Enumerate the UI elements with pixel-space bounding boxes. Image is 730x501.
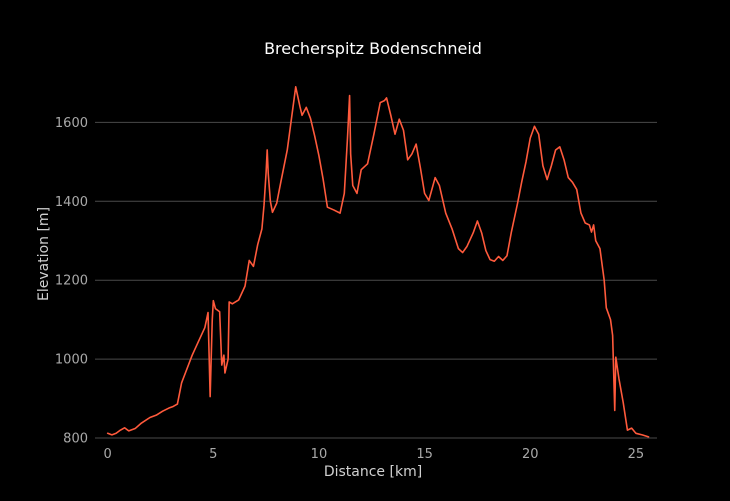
- x-tick-label: 10: [311, 447, 328, 462]
- chart-title: Brecherspitz Bodenschneid: [264, 39, 482, 58]
- x-tick-labels: 0 5 10 15 20 25: [104, 447, 645, 462]
- x-tick-label: 0: [104, 447, 112, 462]
- y-tick-label: 1000: [55, 353, 88, 368]
- elevation-series-line-0: [106, 86, 650, 438]
- y-tick-label: 800: [63, 432, 88, 447]
- y-tick-labels: 800 1000 1200 1400 1600: [55, 116, 88, 447]
- x-axis-label: Distance [km]: [324, 464, 422, 480]
- x-tick-label: 15: [416, 447, 433, 462]
- y-tick-label: 1600: [55, 116, 88, 131]
- x-tick-label: 5: [209, 447, 217, 462]
- y-tick-label: 1200: [55, 274, 88, 289]
- x-tick-label: 25: [628, 447, 645, 462]
- y-axis-label: Elevation [m]: [36, 207, 52, 301]
- y-tick-label: 1400: [55, 195, 88, 210]
- series-layer: [106, 86, 650, 438]
- x-tick-label: 20: [522, 447, 539, 462]
